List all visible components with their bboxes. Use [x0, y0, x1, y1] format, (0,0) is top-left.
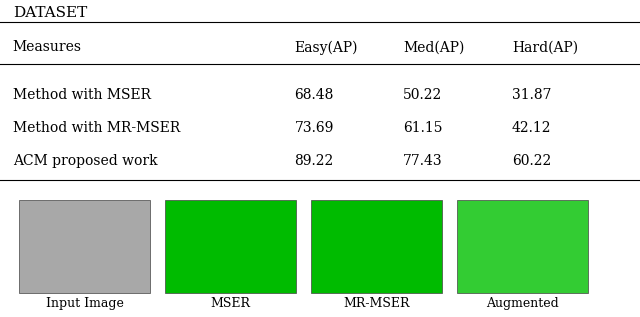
- Text: 60.22: 60.22: [512, 154, 551, 168]
- FancyBboxPatch shape: [165, 200, 296, 293]
- Text: Method with MSER: Method with MSER: [13, 88, 151, 102]
- Text: 31.87: 31.87: [512, 88, 552, 102]
- Text: 77.43: 77.43: [403, 154, 443, 168]
- Text: Med(AP): Med(AP): [403, 41, 465, 55]
- Text: MSER: MSER: [211, 297, 251, 310]
- Text: Input Image: Input Image: [46, 297, 124, 310]
- FancyBboxPatch shape: [311, 200, 442, 293]
- FancyBboxPatch shape: [457, 200, 588, 293]
- Text: Augmented: Augmented: [486, 297, 559, 310]
- Text: Hard(AP): Hard(AP): [512, 41, 578, 55]
- Text: 50.22: 50.22: [403, 88, 442, 102]
- Text: DATASET: DATASET: [13, 5, 87, 20]
- Text: Measures: Measures: [13, 41, 82, 55]
- FancyBboxPatch shape: [19, 200, 150, 293]
- Text: 89.22: 89.22: [294, 154, 333, 168]
- Text: 42.12: 42.12: [512, 121, 552, 135]
- Text: Method with MR-MSER: Method with MR-MSER: [13, 121, 180, 135]
- Text: 61.15: 61.15: [403, 121, 443, 135]
- Text: ACM proposed work: ACM proposed work: [13, 154, 157, 168]
- Text: 68.48: 68.48: [294, 88, 334, 102]
- Text: 73.69: 73.69: [294, 121, 334, 135]
- Text: Easy(AP): Easy(AP): [294, 41, 358, 55]
- Text: MR-MSER: MR-MSER: [344, 297, 410, 310]
